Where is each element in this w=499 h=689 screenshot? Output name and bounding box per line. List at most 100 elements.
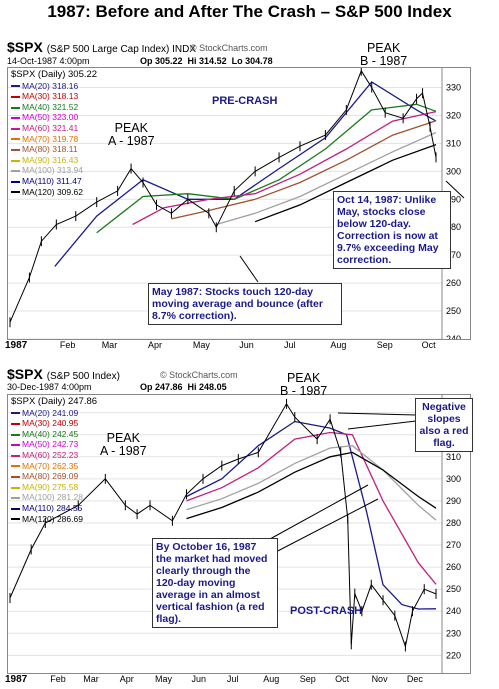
legend-label: MA(100) 313.94: [22, 165, 83, 176]
high-value: Hi 314.52: [187, 56, 227, 66]
y-tick-label: 330: [446, 83, 461, 93]
symbol-label: $SPX (S&P 500 Large Cap Index) INDX: [7, 39, 197, 55]
legend-swatch: [11, 85, 20, 88]
legend-item: MA(120) 309.62: [11, 187, 97, 198]
legend-item: MA(60) 252.23: [11, 450, 97, 461]
x-tick-label: Oct: [335, 674, 350, 684]
legend-item: MA(40) 321.52: [11, 102, 97, 113]
legend-label: MA(30) 318.13: [22, 91, 79, 102]
x-tick-label: Mar: [101, 340, 118, 350]
x-tick-label: Feb: [50, 674, 66, 684]
symbol-label: $SPX (S&P 500 Index): [7, 366, 120, 382]
legend-label: MA(30) 240.95: [22, 418, 79, 429]
x-axis: 1987 Feb Mar Apr May Jun Jul Aug Sep Oct Nov Dec: [5, 674, 469, 688]
legend-item: MA(70) 262.35: [11, 461, 97, 472]
legend-item: MA(90) 316.43: [11, 155, 97, 166]
legend-label: MA(110) 311.47: [22, 175, 82, 186]
y-tick-label: 230: [446, 628, 461, 638]
open-value: Op 247.86: [140, 382, 183, 392]
y-tick-label: 270: [446, 540, 461, 550]
legend-item: MA(70) 319.78: [11, 134, 97, 145]
y-tick-label: 220: [446, 650, 461, 660]
legend-item: MA(80) 318.11: [11, 144, 97, 155]
y-tick-label: 300: [446, 166, 461, 176]
watermark: © StockCharts.com: [160, 370, 238, 380]
y-tick-label: 260: [446, 562, 461, 572]
price-line: [9, 402, 437, 649]
oct16-note: By October 16, 1987 the market had moved…: [152, 538, 278, 628]
legend-item: MA(50) 242.73: [11, 439, 97, 450]
pointer-line: [239, 255, 259, 283]
y-tick-label: 300: [446, 474, 461, 484]
y-tick-label: 250: [446, 306, 461, 316]
x-tick-label: Jun: [239, 340, 254, 350]
x-tick-label: Mar: [83, 674, 99, 684]
legend-swatch: [11, 454, 20, 457]
pointer-line: [269, 484, 369, 540]
legend-item: MA(100) 281.28: [11, 492, 97, 503]
legend-swatch: [11, 422, 20, 425]
legend-item: MA(110) 311.47: [11, 176, 97, 187]
legend-swatch: [11, 148, 20, 151]
legend-swatch: [11, 444, 20, 447]
legend-label: MA(50) 323.00: [22, 112, 79, 123]
page-title: 1987: Before and After The Crash – S&P 5…: [47, 2, 452, 21]
x-axis: 1987 Feb Mar Apr May Jun Jul Aug Sep Oct: [5, 340, 469, 354]
legend-item: MA(120) 286.69: [11, 514, 97, 525]
legend-label: MA(40) 242.45: [22, 428, 79, 439]
legend-item: MA(110) 284.55: [11, 503, 97, 514]
chart-panel-pre-crash: $SPX (S&P 500 Large Cap Index) INDX © St…: [0, 36, 499, 356]
y-tick-label: 280: [446, 222, 461, 232]
y-tick-label: 270: [446, 250, 461, 260]
legend-swatch: [11, 507, 20, 510]
legend-label: MA(110) 284.55: [22, 502, 83, 513]
peak-a-label: PEAK A - 1987: [100, 431, 147, 458]
legend-label: MA(20) 241.09: [22, 407, 79, 418]
x-tick-label: Aug: [263, 674, 280, 684]
legend-item: MA(40) 242.45: [11, 429, 97, 440]
y-tick-label: 240: [446, 606, 461, 616]
y-tick-label: 310: [446, 452, 461, 462]
y-tick-label: 250: [446, 584, 461, 594]
legend-item: MA(20) 318.16: [11, 81, 97, 92]
legend-swatch: [11, 170, 20, 173]
legend-item: MA(100) 313.94: [11, 165, 97, 176]
legend-swatch: [11, 117, 20, 120]
x-tick-label: Aug: [330, 340, 347, 350]
negative-slopes-note: Negative slopes also a red flag.: [415, 398, 473, 452]
x-tick-label: Jun: [191, 674, 207, 684]
legend-swatch: [11, 106, 20, 109]
legend-item: MA(20) 241.09: [11, 408, 97, 419]
watermark: © StockCharts.com: [190, 43, 268, 53]
legend-swatch: [11, 95, 20, 98]
low-value: Lo 304.78: [231, 56, 273, 66]
legend-swatch: [11, 475, 20, 478]
legend-label: MA(100) 281.28: [22, 492, 83, 503]
legend-swatch: [11, 180, 20, 183]
legend-label: MA(60) 252.23: [22, 449, 79, 460]
x-tick-label: Oct: [421, 340, 436, 350]
legend-swatch: [11, 412, 20, 415]
x-tick-label: Feb: [59, 340, 76, 350]
legend-swatch: [11, 465, 20, 468]
x-tick-label: Sep: [376, 340, 393, 350]
legend-swatch: [11, 486, 20, 489]
pointer-line: [445, 180, 465, 199]
legend-swatch: [11, 433, 20, 436]
y-tick-label: 290: [446, 194, 461, 204]
legend-label: MA(90) 275.58: [22, 481, 79, 492]
date-line: 14-Oct-1987 4:00pm: [7, 56, 90, 66]
price-line: [9, 69, 437, 323]
legend-swatch: [11, 138, 20, 141]
legend-label: MA(60) 321.41: [22, 122, 79, 133]
legend-ma-list: MA(20) 241.09 MA(30) 240.95 MA(40) 242.45 M…: [11, 408, 97, 525]
symbol-description: (S&P 500 Large Cap Index) INDX: [46, 44, 197, 55]
series-line-ma120: [186, 451, 437, 520]
legend-price: $SPX (Daily) 247.86: [11, 396, 98, 407]
peak-a-label: PEAK A - 1987: [108, 121, 155, 148]
legend-label: MA(20) 318.16: [22, 80, 79, 91]
legend-label: MA(80) 269.09: [22, 471, 79, 482]
legend-label: MA(50) 242.73: [22, 439, 79, 450]
legend-swatch: [11, 518, 20, 521]
